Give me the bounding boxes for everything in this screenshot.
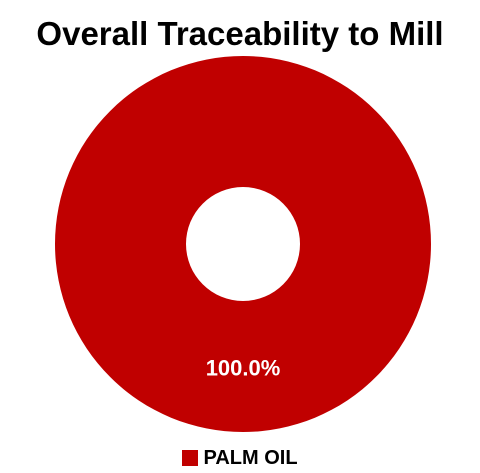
chart-title: Overall Traceability to Mill [36,15,444,52]
legend-label-palm-oil: PALM OIL [203,447,298,469]
legend-swatch-palm-oil [182,450,199,466]
donut-slice-palm-oil [55,56,431,432]
data-label-palm-oil: 100.0% [206,356,281,381]
chart-legend: PALM OIL [0,446,480,470]
